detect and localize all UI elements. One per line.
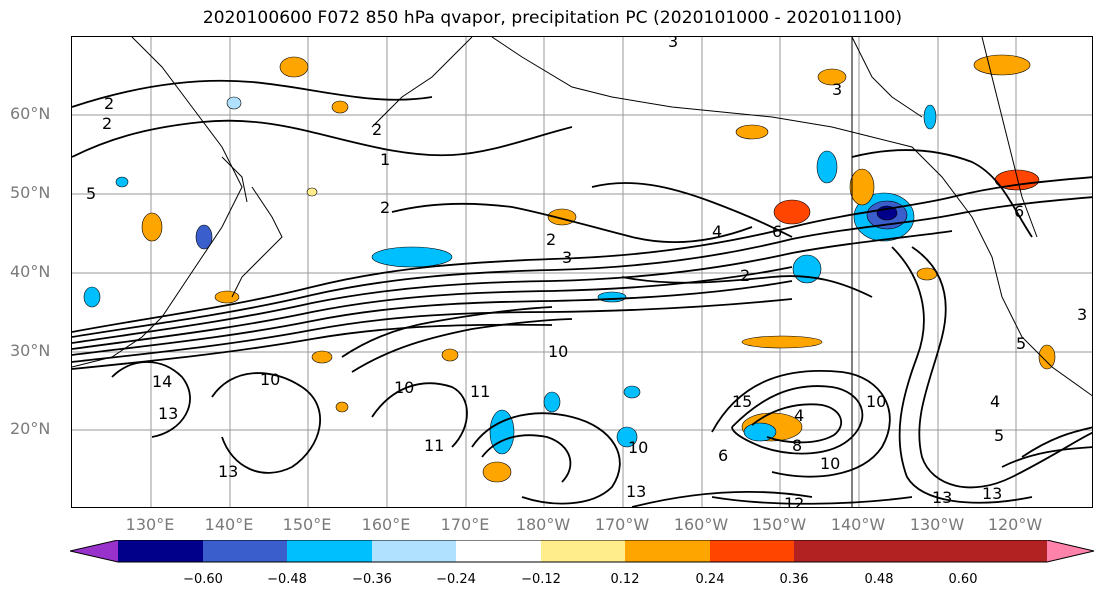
colorbar-segment <box>710 540 794 562</box>
colorbar-tick: −0.12 <box>521 572 561 587</box>
colorbar-segment <box>118 540 203 562</box>
contour-label: 4 <box>990 392 1000 411</box>
contour-label: 2 <box>740 266 750 285</box>
colorbar-tick: 0.12 <box>610 572 640 587</box>
contour-label: 3 <box>668 37 678 51</box>
contour-label: 2 <box>546 230 556 249</box>
contour-label: 13 <box>158 404 178 423</box>
colorbar-tick: −0.60 <box>183 572 223 587</box>
contour-label: 13 <box>932 488 952 507</box>
qvapor-contours <box>72 79 1092 507</box>
coastlines <box>72 37 1092 507</box>
contour-label: 2 <box>102 114 112 133</box>
contour-label: 1 <box>380 150 390 169</box>
lon-label-160w: 160°W <box>673 515 729 534</box>
lon-label-130e: 130°E <box>125 515 175 534</box>
lon-label-160e: 160°E <box>361 515 411 534</box>
graticule <box>72 37 1092 507</box>
colorbar <box>70 540 1095 563</box>
colorbar-segment <box>879 540 963 562</box>
contour-label: 13 <box>218 462 238 481</box>
colorbar-segment <box>372 540 456 562</box>
contour-label: 6 <box>718 446 728 465</box>
contour-label: 11 <box>470 382 490 401</box>
contour-label: 5 <box>1016 334 1026 353</box>
contour-label: 10 <box>866 392 886 411</box>
contour-label: 10 <box>260 370 280 389</box>
contour-label: 3 <box>1077 305 1087 324</box>
contour-label: 10 <box>394 378 414 397</box>
contour-label: 10 <box>628 438 648 457</box>
contour-label: 14 <box>152 372 172 391</box>
lat-label-50n: 50°N <box>10 183 51 202</box>
colorbar-tick: −0.24 <box>436 572 476 587</box>
contour-label: 8 <box>792 436 802 455</box>
contour-label: 13 <box>626 482 646 501</box>
lon-label-170e: 170°E <box>440 515 490 534</box>
contour-label: 2 <box>372 120 382 139</box>
lon-label-150e: 150°E <box>282 515 332 534</box>
colorbar-tick: 0.24 <box>695 572 725 587</box>
lon-label-130w: 130°W <box>909 515 965 534</box>
colorbar-tick: 0.36 <box>779 572 809 587</box>
colorbar-tick: 0.48 <box>864 572 894 587</box>
contour-label: 10 <box>820 454 840 473</box>
lon-label-120w: 120°W <box>987 515 1043 534</box>
contour-labels: 2 2 2 1 3 5 2 2 3 6 2 4 3 10 14 13 10 11… <box>86 37 1087 508</box>
contour-label: 12 <box>784 494 804 508</box>
contour-label: 4 <box>794 406 804 425</box>
colorbar-tick: −0.48 <box>267 572 307 587</box>
contour-label: 6 <box>1014 202 1024 221</box>
contour-label: 6 <box>772 222 782 241</box>
colorbar-tick: −0.36 <box>352 572 392 587</box>
precip-shading <box>83 54 1056 483</box>
colorbar-tick: 0.60 <box>948 572 978 587</box>
lon-label-140e: 140°E <box>204 515 254 534</box>
colorbar-extend-low <box>70 540 118 562</box>
contour-label: 10 <box>548 342 568 361</box>
lat-label-20n: 20°N <box>10 419 51 438</box>
colorbar-segment <box>963 540 1047 562</box>
lon-label-140w: 140°W <box>830 515 886 534</box>
colorbar-segment <box>456 540 541 562</box>
contour-label: 5 <box>994 426 1004 445</box>
lon-label-170w: 170°W <box>594 515 650 534</box>
map-title: 2020100600 F072 850 hPa qvapor, precipit… <box>202 8 903 28</box>
lat-label-40n: 40°N <box>10 262 51 281</box>
lon-label-150w: 150°W <box>751 515 807 534</box>
colorbar-segment <box>203 540 287 562</box>
contour-label: 5 <box>86 184 96 203</box>
colorbar-extend-high <box>1047 540 1094 562</box>
colorbar-segment <box>794 540 879 562</box>
contour-label: 4 <box>712 222 722 241</box>
contour-label: 2 <box>104 94 114 113</box>
contour-label: 3 <box>832 80 842 99</box>
lat-label-60n: 60°N <box>10 104 51 123</box>
contour-label: 2 <box>380 198 390 217</box>
lon-label-180w: 180°W <box>515 515 571 534</box>
map-canvas: 2 2 2 1 3 5 2 2 3 6 2 4 3 10 14 13 10 11… <box>72 37 1092 508</box>
contour-label: 3 <box>562 248 572 267</box>
colorbar-segment <box>625 540 710 562</box>
contour-label: 11 <box>424 436 444 455</box>
map-panel: 2 2 2 1 3 5 2 2 3 6 2 4 3 10 14 13 10 11… <box>71 36 1093 508</box>
colorbar-segment <box>287 540 372 562</box>
contour-label: 13 <box>982 484 1002 503</box>
lat-label-30n: 30°N <box>10 341 51 360</box>
colorbar-segment <box>541 540 625 562</box>
contour-label: 15 <box>732 392 752 411</box>
